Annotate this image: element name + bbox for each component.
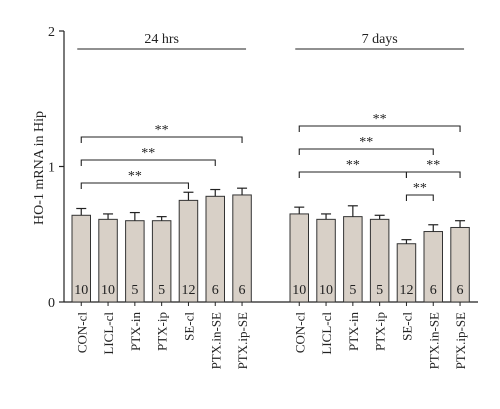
category-label: PTX.ip-SE [235,312,250,369]
significance-label: ** [413,181,427,196]
y-tick-label: 0 [48,296,55,311]
category-label: PTX.in-SE [426,312,441,369]
sample-size-label: 6 [212,283,219,298]
group-header-label: 24 hrs [144,32,179,47]
sample-size-label: 5 [158,283,165,298]
significance-label: ** [128,169,142,184]
significance-bracket [405,194,434,201]
significance-label: ** [346,158,360,173]
sample-size-label: 5 [376,283,383,298]
y-tick-label: 2 [48,25,55,40]
significance-bracket [298,125,461,132]
plot-area: 012 24 hrs10CON-cl10LICL-cl5PTX-in5PTX-ip… [48,25,478,369]
y-tick-label: 1 [48,161,55,176]
sample-size-label: 10 [292,283,306,298]
category-label: CON-cl [292,312,307,354]
category-label: PTX-in [346,312,361,352]
significance-bracket [405,171,461,178]
sample-size-label: 6 [457,283,464,298]
category-label: SE-cl [181,312,196,341]
category-label: SE-cl [399,312,414,341]
y-axis-label: HO-1 mRNA in Hip [32,111,47,225]
sample-size-label: 6 [239,283,246,298]
sample-size-label: 5 [131,283,138,298]
category-label: PTX.in-SE [208,312,223,369]
sample-size-label: 12 [399,283,413,298]
sample-size-label: 10 [74,283,88,298]
sample-size-label: 6 [430,283,437,298]
significance-label: ** [141,146,155,161]
significance-bracket [298,148,434,155]
significance-label: ** [155,123,169,138]
significance-bracket [80,182,189,189]
category-label: CON-cl [74,312,89,354]
sample-size-label: 12 [181,283,195,298]
significance-label: ** [359,135,373,150]
significance-label: ** [373,112,387,127]
category-label: PTX.ip-SE [453,312,468,369]
group-header-label: 7 days [362,32,398,47]
sample-size-label: 5 [349,283,356,298]
sample-size-label: 10 [101,283,115,298]
category-label: PTX-ip [155,312,170,351]
category-label: PTX-in [128,312,143,352]
significance-bracket [80,136,243,143]
significance-bracket [80,159,216,166]
category-label: LICL-cl [101,312,116,355]
category-label: PTX-ip [373,312,388,351]
significance-label: ** [426,158,440,173]
sample-size-label: 10 [319,283,333,298]
category-label: LICL-cl [319,312,334,355]
